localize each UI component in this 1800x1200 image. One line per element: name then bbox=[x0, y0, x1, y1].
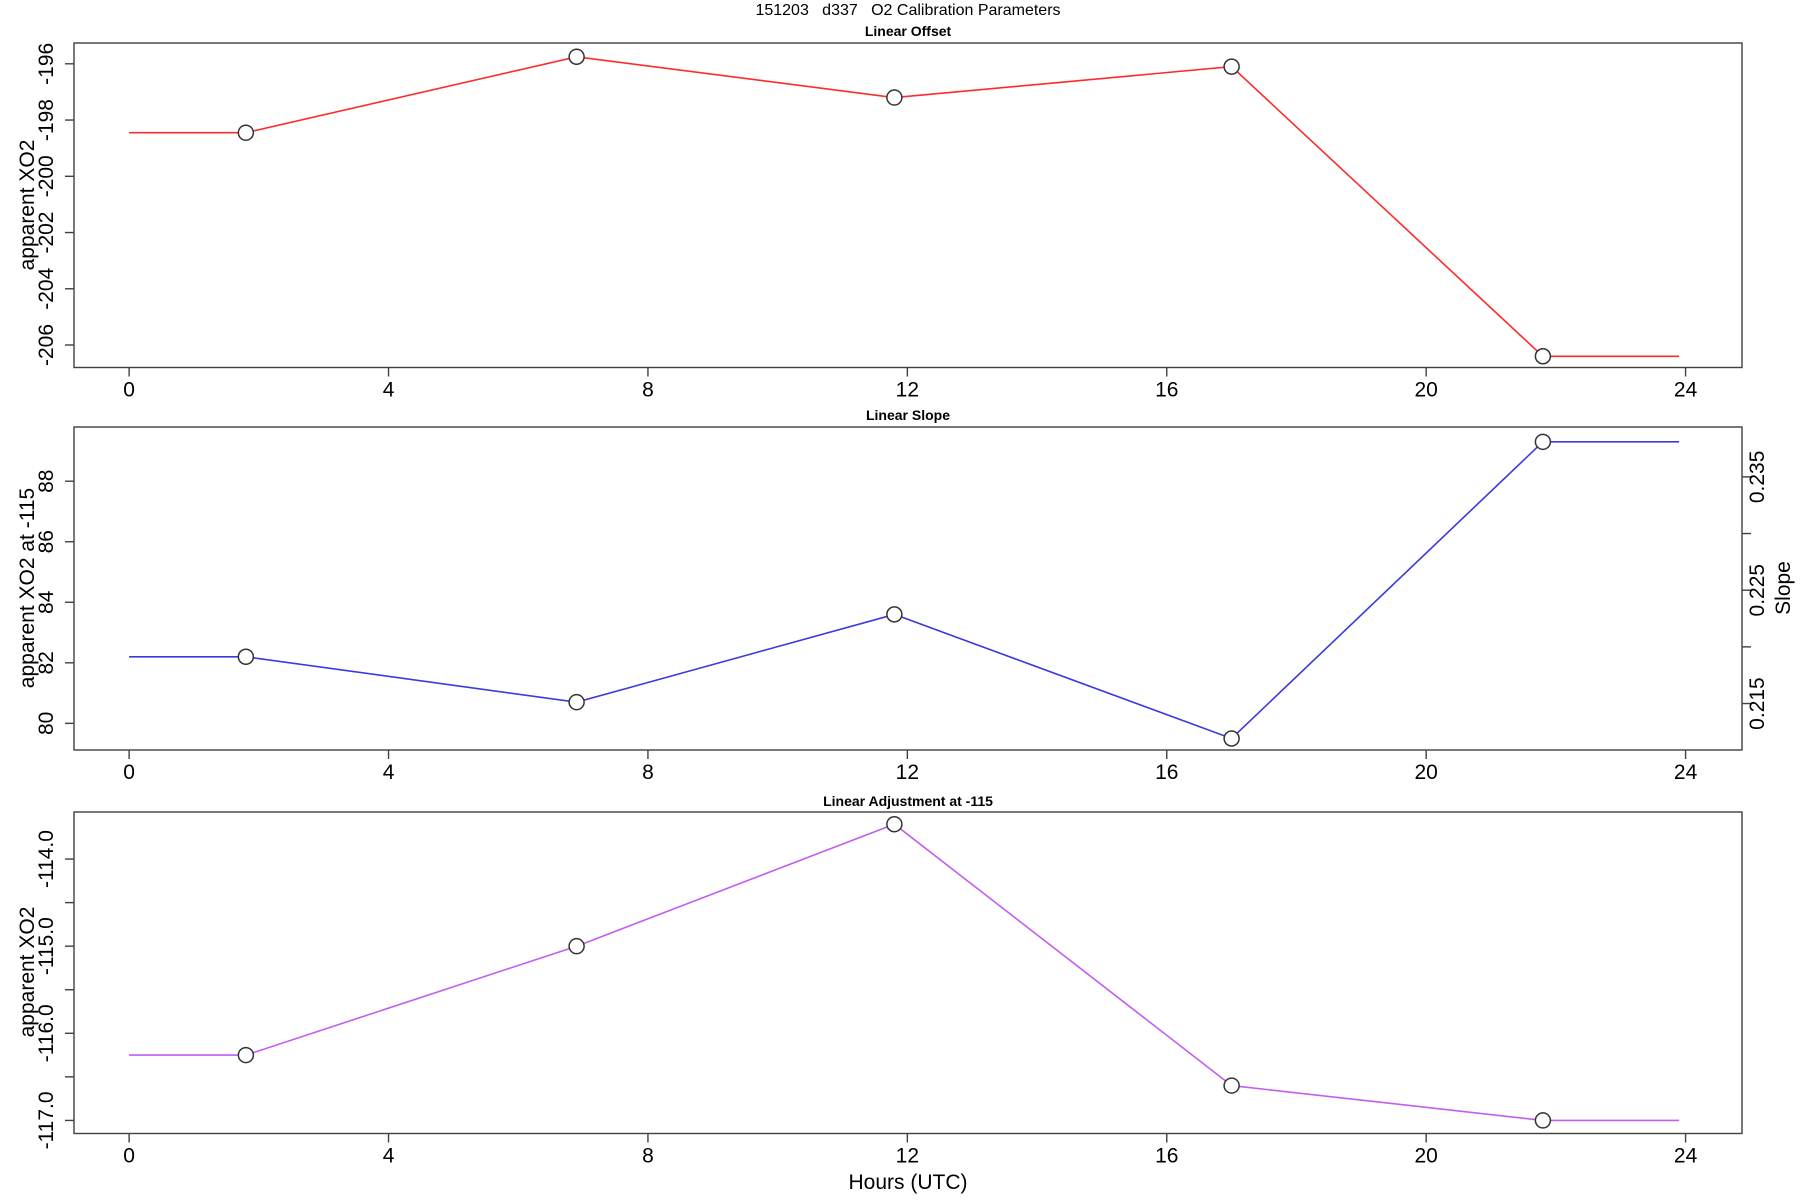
x-tick-label: 8 bbox=[642, 379, 654, 402]
x-axis-title: Hours (UTC) bbox=[848, 1171, 968, 1194]
x-tick-label: 8 bbox=[642, 761, 654, 784]
y-tick-label: -114.0 bbox=[35, 830, 58, 888]
y-tick-label: 86 bbox=[35, 530, 58, 553]
x-tick-label: 20 bbox=[1414, 1145, 1437, 1168]
x-tick-label: 0 bbox=[123, 761, 135, 784]
data-point bbox=[1223, 1077, 1240, 1094]
x-tick-label: 16 bbox=[1155, 761, 1178, 784]
figure-title: 151203 d337 O2 Calibration Parameters bbox=[755, 2, 1061, 19]
y-axis-title-slope-left: apparent XO2 at -115 bbox=[16, 487, 39, 689]
data-point bbox=[237, 1046, 255, 1064]
x-tick-label: 12 bbox=[896, 1145, 919, 1168]
panel-title-linear-offset: Linear Offset bbox=[864, 23, 952, 39]
y-tick-label: 84 bbox=[35, 590, 58, 614]
panel-border bbox=[73, 426, 1743, 751]
y-tick-label: -206 bbox=[35, 324, 58, 366]
y-tick-label: 88 bbox=[35, 470, 58, 493]
data-line bbox=[129, 440, 1680, 740]
y-tick-label: -115.0 bbox=[35, 917, 58, 975]
y-tick-label: -202 bbox=[35, 212, 58, 254]
x-tick-label: 24 bbox=[1674, 761, 1698, 784]
x-tick-label: 0 bbox=[123, 379, 135, 402]
right-y-tick-label: 0.225 bbox=[1746, 564, 1769, 617]
data-point bbox=[237, 648, 255, 666]
y-axis-title-slope-right: Slope bbox=[1772, 561, 1795, 615]
x-tick-label: 16 bbox=[1155, 1145, 1178, 1168]
panel-title-linear-adjustment: Linear Adjustment at -115 bbox=[823, 793, 993, 809]
x-tick-label: 24 bbox=[1674, 379, 1698, 402]
x-tick-label: 0 bbox=[123, 1145, 135, 1168]
y-tick-label: -116.0 bbox=[35, 1004, 58, 1062]
data-point bbox=[886, 815, 903, 833]
panel-title-linear-slope: Linear Slope bbox=[865, 407, 951, 423]
data-point bbox=[886, 89, 903, 106]
data-point bbox=[886, 606, 903, 623]
data-point bbox=[568, 693, 585, 711]
x-tick-label: 4 bbox=[383, 761, 395, 784]
right-y-tick-label: 0.235 bbox=[1746, 451, 1769, 504]
x-tick-label: 20 bbox=[1414, 761, 1437, 784]
y-tick-label: -200 bbox=[35, 155, 58, 197]
y-tick-label: 80 bbox=[35, 712, 58, 735]
data-point bbox=[1534, 348, 1552, 365]
data-line bbox=[129, 55, 1680, 358]
right-y-tick-label: 0.215 bbox=[1746, 677, 1769, 730]
data-point bbox=[568, 937, 585, 955]
y-tick-label: -117.0 bbox=[35, 1091, 58, 1149]
data-point bbox=[1223, 58, 1240, 75]
x-tick-label: 12 bbox=[896, 761, 919, 784]
x-tick-label: 4 bbox=[383, 379, 395, 402]
x-tick-label: 20 bbox=[1414, 379, 1437, 402]
x-tick-label: 4 bbox=[383, 1145, 395, 1168]
y-tick-label: 82 bbox=[35, 651, 58, 674]
panel-border bbox=[73, 42, 1743, 369]
data-point bbox=[568, 48, 585, 66]
data-point bbox=[1534, 1112, 1552, 1129]
x-tick-label: 24 bbox=[1674, 1145, 1698, 1168]
x-tick-label: 12 bbox=[896, 379, 919, 402]
data-point bbox=[237, 124, 255, 141]
data-point bbox=[1223, 730, 1240, 747]
y-axis-title-adjustment: apparent XO2 bbox=[16, 906, 39, 1038]
data-point bbox=[1534, 433, 1552, 451]
panel-border bbox=[73, 811, 1743, 1135]
data-line bbox=[129, 823, 1680, 1122]
y-tick-label: -196 bbox=[35, 43, 58, 85]
x-tick-label: 16 bbox=[1155, 379, 1178, 402]
y-tick-label: -198 bbox=[35, 99, 58, 141]
y-axis-title-offset: apparent XO2 bbox=[16, 139, 39, 271]
x-tick-label: 8 bbox=[642, 1145, 654, 1168]
y-tick-label: -204 bbox=[35, 267, 58, 309]
